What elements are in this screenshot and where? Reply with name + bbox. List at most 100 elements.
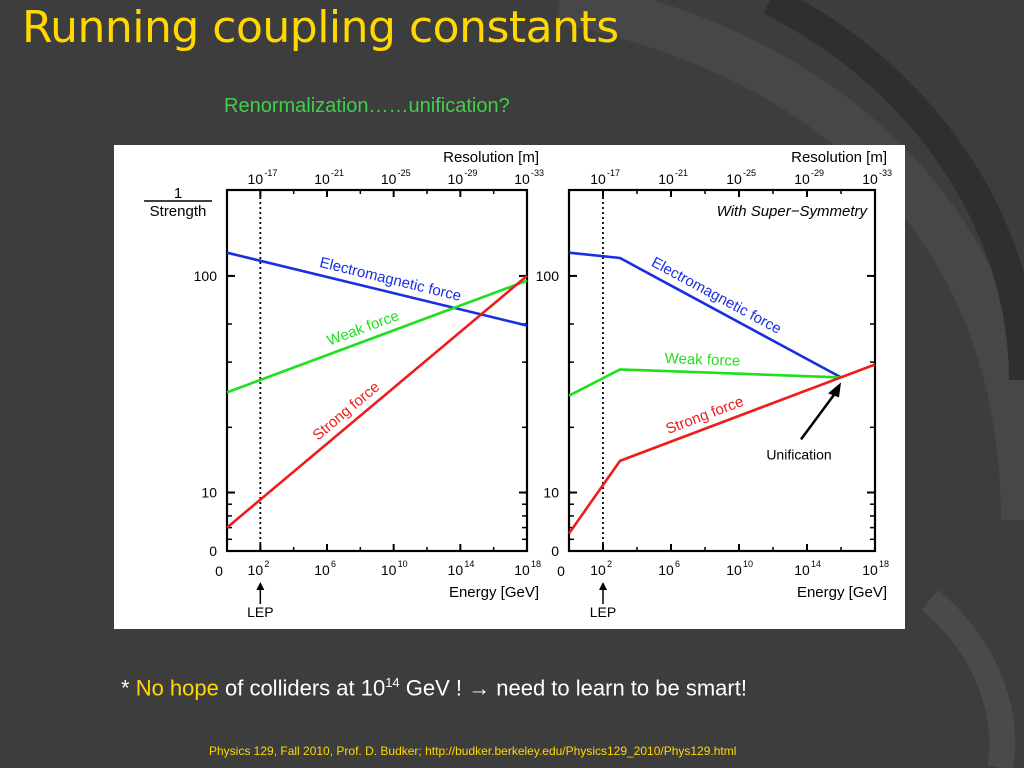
chart2-y-tick-label: 0 xyxy=(551,543,559,559)
chart2-x-tick-label: 10 2 xyxy=(590,559,612,578)
svg-text:10: 10 xyxy=(743,559,753,569)
chart1-x-axis-title: Energy [GeV] xyxy=(449,584,539,601)
svg-text:2: 2 xyxy=(607,559,612,569)
chart2-unification-label: Unification xyxy=(766,446,831,462)
svg-text:Strength: Strength xyxy=(150,203,207,220)
svg-text:10: 10 xyxy=(248,171,264,187)
svg-text:10: 10 xyxy=(314,171,330,187)
svg-text:-29: -29 xyxy=(811,168,824,178)
note-suffix: GeV ! → need to learn to be smart! xyxy=(399,675,747,701)
svg-text:18: 18 xyxy=(879,559,889,569)
chart1-series-line-electromagnetic xyxy=(226,251,528,327)
svg-text:10: 10 xyxy=(726,562,742,578)
chart2-x-tick-label: 10 10 xyxy=(726,559,753,578)
chart2-series-label-electromagnetic: Electromagnetic force xyxy=(648,254,784,338)
svg-text:10: 10 xyxy=(381,562,397,578)
note-prefix: * xyxy=(121,675,136,701)
chart2-lep-label: LEP xyxy=(590,604,616,620)
chart2-x2-tick-label: 10 -33 xyxy=(862,168,892,187)
chart2-series-line-strong xyxy=(567,363,876,535)
chart2-x2-tick-label: 10 -21 xyxy=(658,168,688,187)
chart2-series-line-weak xyxy=(568,368,842,397)
svg-text:-33: -33 xyxy=(879,168,892,178)
svg-text:10: 10 xyxy=(794,562,810,578)
chart1-series-label-strong: Strong force xyxy=(310,378,384,444)
note-exponent: 14 xyxy=(385,675,400,690)
chart1-plot-frame xyxy=(225,188,529,553)
chart2-x2-tick-label: 10 -29 xyxy=(794,168,824,187)
svg-text:10: 10 xyxy=(726,171,742,187)
chart2-unification-arrow-shaft xyxy=(799,388,840,441)
chart2-lep-arrow-head xyxy=(599,582,607,590)
chart2-x-tick-label: 10 14 xyxy=(794,559,821,578)
chart1-y-tick-label: 10 xyxy=(201,485,217,501)
svg-text:10: 10 xyxy=(398,559,408,569)
svg-text:10: 10 xyxy=(590,171,606,187)
svg-text:-21: -21 xyxy=(331,168,344,178)
svg-text:-25: -25 xyxy=(743,168,756,178)
svg-text:6: 6 xyxy=(331,559,336,569)
chart2-x2-tick-label: 10 -17 xyxy=(590,168,620,187)
svg-text:-25: -25 xyxy=(398,168,411,178)
chart2-x-axis-title: Energy [GeV] xyxy=(797,584,887,601)
chart2-unification-arrow-head xyxy=(828,382,841,398)
note-middle: of colliders at 10 xyxy=(218,675,386,701)
slide-footer: Physics 129, Fall 2010, Prof. D. Budker;… xyxy=(209,744,737,758)
chart1-x-tick-label: 10 14 xyxy=(448,559,475,578)
svg-text:10: 10 xyxy=(862,562,878,578)
chart1-y-tick-label: 100 xyxy=(194,268,218,284)
svg-text:10: 10 xyxy=(658,171,674,187)
chart1-x2-tick-label: 10 -17 xyxy=(248,168,278,187)
svg-text:10: 10 xyxy=(514,562,530,578)
chart2-series-label-strong: Strong force xyxy=(664,393,746,438)
svg-text:-17: -17 xyxy=(607,168,620,178)
chart1-series-label-weak: Weak force xyxy=(325,307,402,349)
svg-text:10: 10 xyxy=(381,171,397,187)
svg-text:-17: -17 xyxy=(264,168,277,178)
svg-text:6: 6 xyxy=(675,559,680,569)
svg-text:1: 1 xyxy=(174,185,182,202)
chart2-inset-label: With Super−Symmetry xyxy=(717,203,869,220)
chart1-lep-label: LEP xyxy=(247,604,273,620)
svg-text:10: 10 xyxy=(314,562,330,578)
chart1-x2-tick-label: 10 -21 xyxy=(314,168,344,187)
svg-text:10: 10 xyxy=(248,562,264,578)
chart2-y-tick-label: 10 xyxy=(543,485,559,501)
chart2-x-zero-label: 0 xyxy=(557,563,565,579)
chart1-x-tick-label: 10 2 xyxy=(248,559,270,578)
svg-text:10: 10 xyxy=(448,562,464,578)
chart1-x-tick-label: 10 18 xyxy=(514,559,541,578)
svg-text:14: 14 xyxy=(464,559,474,569)
chart1-x-tick-label: 10 6 xyxy=(314,559,336,578)
figure-panel: 10 2 10 6 10 10 10 14 10 18 0 10 -17 10 -21 10 -25 10 -29 1… xyxy=(114,145,905,629)
svg-text:10: 10 xyxy=(448,171,464,187)
chart2-x2-axis-title: Resolution [m] xyxy=(791,149,887,166)
slide-title: Running coupling constants xyxy=(22,2,619,53)
chart1-x2-tick-label: 10 -25 xyxy=(381,168,411,187)
chart2-x2-tick-label: 10 -25 xyxy=(726,168,756,187)
chart1-series-line-strong xyxy=(226,274,528,529)
svg-text:10: 10 xyxy=(514,171,530,187)
svg-text:2: 2 xyxy=(264,559,269,569)
chart1-x2-tick-label: 10 -29 xyxy=(448,168,478,187)
chart1-series-line-weak xyxy=(226,279,528,394)
svg-text:10: 10 xyxy=(794,171,810,187)
slide-subtitle: Renormalization……unification? xyxy=(224,95,510,117)
chart1-x-zero-label: 0 xyxy=(215,563,223,579)
note-highlight: No hope xyxy=(135,675,219,701)
svg-text:-29: -29 xyxy=(464,168,477,178)
svg-text:-21: -21 xyxy=(675,168,688,178)
chart1-x2-axis-title: Resolution [m] xyxy=(443,149,539,166)
svg-text:10: 10 xyxy=(590,562,606,578)
chart2-series-label-weak: Weak force xyxy=(664,350,740,370)
svg-text:18: 18 xyxy=(531,559,541,569)
chart1-lep-arrow-head xyxy=(256,582,265,590)
bottom-note: * No hope of colliders at 1014 GeV ! → n… xyxy=(121,675,747,701)
chart1-y-tick-label: 0 xyxy=(209,543,217,559)
chart2-x-tick-label: 10 18 xyxy=(862,559,889,578)
chart2-y-tick-label: 100 xyxy=(536,268,560,284)
chart1-x-tick-label: 10 10 xyxy=(381,559,408,578)
chart2-series-line-electromagnetic xyxy=(568,251,842,379)
